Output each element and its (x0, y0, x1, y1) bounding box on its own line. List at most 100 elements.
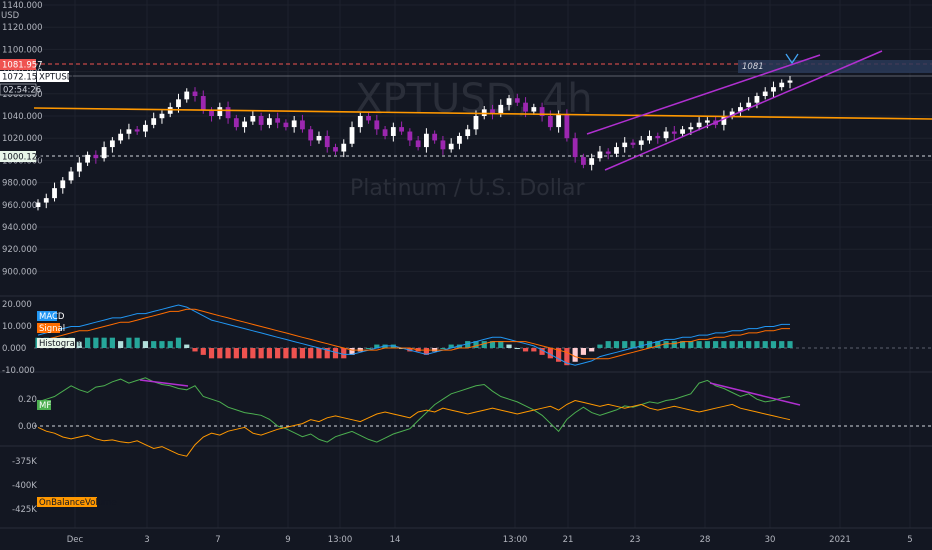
target-arrow-icon[interactable] (785, 53, 799, 65)
candle[interactable] (671, 125, 677, 140)
candle[interactable] (93, 150, 99, 164)
candle[interactable] (589, 153, 595, 171)
candle[interactable] (572, 132, 578, 163)
candle[interactable] (762, 87, 768, 100)
signal-legend-tag: Signal (37, 323, 65, 334)
candle[interactable] (423, 128, 429, 153)
macd-axis[interactable]: 20.000 10.000 0.000 -10.000 (2, 300, 35, 376)
candle[interactable] (143, 120, 148, 138)
channel-lower-line[interactable] (604, 50, 883, 171)
candle[interactable] (184, 88, 190, 103)
candle[interactable] (738, 102, 743, 118)
candle[interactable] (60, 177, 66, 194)
candle[interactable] (663, 127, 669, 142)
candle[interactable] (415, 135, 421, 151)
candle[interactable] (118, 129, 124, 144)
candle[interactable] (76, 157, 82, 178)
obv-axis[interactable]: -375K -400K -425K (12, 457, 37, 515)
macd-line[interactable] (37, 304, 790, 366)
obv-line[interactable] (37, 399, 791, 457)
candle[interactable] (300, 114, 305, 133)
candle[interactable] (308, 125, 314, 146)
candle[interactable] (630, 139, 636, 149)
histogram-bar (374, 344, 380, 348)
candle[interactable] (771, 81, 776, 98)
candle[interactable] (506, 94, 512, 111)
candle[interactable] (440, 135, 446, 155)
candle[interactable] (539, 102, 545, 122)
candle[interactable] (258, 112, 264, 131)
candle[interactable] (192, 87, 198, 102)
candle[interactable] (324, 130, 330, 153)
candle[interactable] (266, 113, 272, 129)
candle[interactable] (655, 132, 661, 144)
signal-line[interactable] (37, 308, 790, 360)
candle[interactable] (473, 110, 479, 135)
mf-divergence-line-left[interactable] (139, 379, 189, 387)
candle[interactable] (614, 142, 619, 158)
candle[interactable] (481, 106, 487, 120)
candle[interactable] (779, 79, 785, 91)
candle[interactable] (43, 193, 49, 209)
candle[interactable] (233, 114, 239, 131)
countdown-tag: 02:54:26 (0, 83, 41, 96)
candle[interactable] (407, 128, 413, 146)
candle[interactable] (333, 143, 338, 155)
candle[interactable] (597, 145, 603, 162)
candle[interactable] (126, 123, 132, 140)
candle[interactable] (721, 110, 727, 131)
mf-axis[interactable]: 0.20 0.00 (18, 395, 37, 432)
candle[interactable] (357, 112, 363, 133)
candle[interactable] (374, 114, 380, 135)
candle[interactable] (514, 93, 520, 107)
candle[interactable] (638, 135, 644, 151)
candle[interactable] (622, 137, 628, 153)
candle[interactable] (465, 124, 471, 140)
candle[interactable] (242, 117, 247, 133)
candle[interactable] (647, 130, 652, 144)
candle[interactable] (275, 112, 281, 129)
mf-divergence-line-right[interactable] (709, 382, 801, 406)
candle[interactable] (101, 141, 107, 162)
candle[interactable] (490, 104, 495, 120)
channel-upper-line[interactable] (586, 54, 821, 135)
candle[interactable] (283, 119, 289, 131)
candle[interactable] (52, 182, 57, 202)
candle[interactable] (109, 137, 115, 153)
target-zone[interactable] (738, 60, 932, 73)
candle[interactable] (225, 101, 231, 124)
candle[interactable] (696, 117, 702, 131)
candle[interactable] (349, 121, 355, 148)
candle[interactable] (390, 122, 396, 142)
candle[interactable] (787, 76, 793, 89)
candle[interactable] (448, 138, 454, 153)
candle[interactable] (341, 139, 347, 158)
candle[interactable] (85, 151, 90, 166)
candle[interactable] (432, 130, 438, 144)
candle[interactable] (531, 103, 537, 115)
candle[interactable] (382, 125, 388, 140)
money-flow-line[interactable] (37, 377, 791, 443)
candle[interactable] (35, 199, 41, 211)
candle[interactable] (134, 125, 140, 135)
candle[interactable] (68, 167, 74, 184)
candle[interactable] (581, 153, 586, 169)
candle[interactable] (457, 132, 462, 150)
candle[interactable] (729, 108, 735, 120)
candle[interactable] (366, 111, 371, 124)
horizontal-trend-line[interactable] (33, 107, 932, 120)
candle[interactable] (680, 125, 685, 138)
candle[interactable] (316, 131, 322, 144)
macd-legend-tag: MACD (37, 311, 65, 322)
candle[interactable] (291, 116, 297, 133)
candle[interactable] (151, 112, 157, 129)
candlestick-series[interactable] (35, 76, 793, 211)
time-axis[interactable]: Dec 3 7 9 13:00 14 13:00 21 23 28 30 2021 5 (67, 535, 913, 545)
candle[interactable] (605, 148, 611, 160)
candle[interactable] (399, 121, 405, 135)
candle[interactable] (159, 110, 165, 124)
candle[interactable] (250, 110, 256, 125)
candle[interactable] (754, 92, 760, 109)
